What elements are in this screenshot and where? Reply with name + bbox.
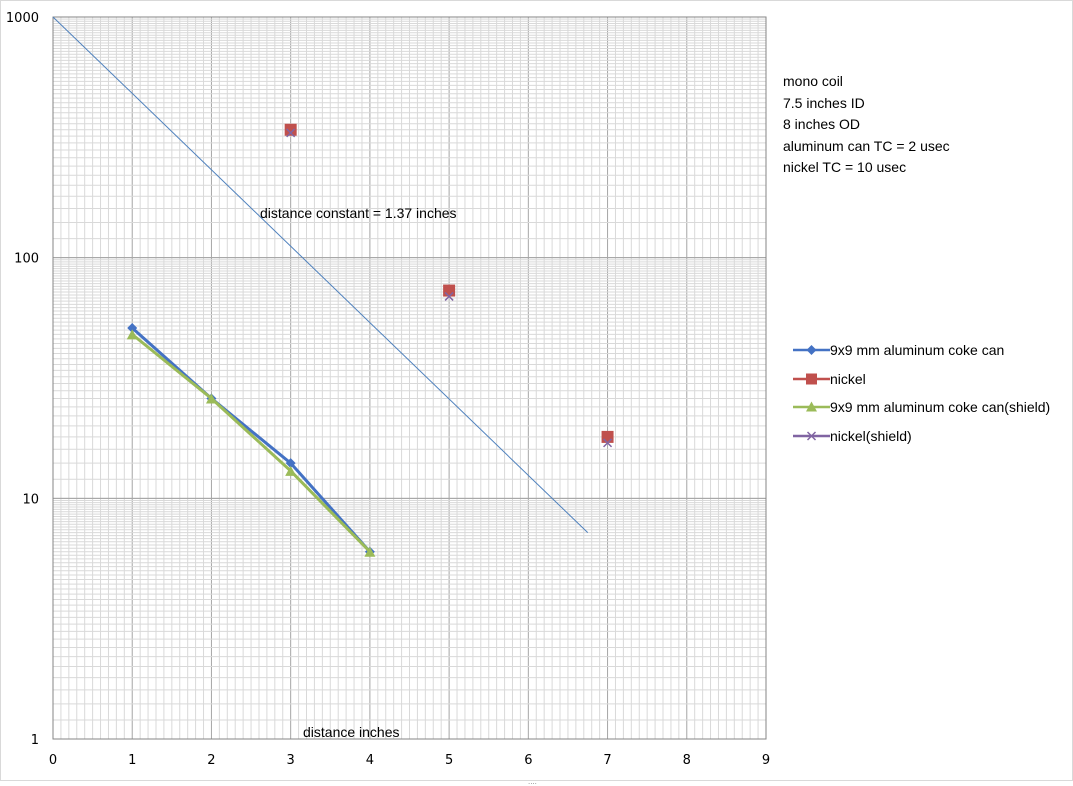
y-tick-label: 1	[31, 733, 39, 748]
series-3-point	[603, 438, 613, 448]
legend-item-nickel[interactable]: nickel	[793, 365, 1050, 394]
series-2-line	[131, 333, 371, 553]
note-line-5: aluminum can TC = 2 usec	[783, 137, 950, 154]
legend-swatch-aluminum	[793, 345, 830, 356]
legend-item-aluminum[interactable]: 9x9 mm aluminum coke can	[793, 336, 1050, 365]
series-1-point	[284, 123, 297, 136]
legend-swatch-nickel	[793, 373, 830, 385]
chart-legend[interactable]: 9x9 mm aluminum coke can nickel 9x9 mm a…	[793, 336, 1050, 450]
x-tick-label: 7	[603, 753, 611, 768]
series-3-point-stroke	[603, 438, 613, 448]
x-tick-label: 5	[445, 753, 453, 768]
x-tick-label: 8	[683, 753, 691, 768]
legend-label-nickel-shield: nickel(shield)	[830, 428, 912, 445]
series-1-point	[443, 284, 456, 297]
series-2-point	[285, 465, 297, 476]
note-line-1: mono coil	[783, 73, 843, 89]
chart-notes: mono coil 7.5 inches ID 8 inches OD alum…	[783, 71, 950, 179]
series-0-line	[131, 326, 372, 553]
note-line-2: 7.5 inches ID	[783, 94, 865, 111]
y-tick-label: 1000	[6, 11, 39, 26]
legend-swatch-aluminum-shield	[793, 401, 830, 412]
distance-constant-annotation: distance constant = 1.37 inches	[260, 205, 457, 221]
legend-label-aluminum-shield: 9x9 mm aluminum coke can(shield)	[830, 399, 1051, 416]
x-tick-label: 0	[49, 753, 57, 768]
series-3-point	[444, 291, 454, 301]
y-tick-label: 10	[22, 492, 39, 507]
series-3-point-stroke	[286, 128, 296, 138]
series-2-point	[364, 546, 376, 557]
resize-handle-icon[interactable]: ....	[528, 777, 537, 786]
series-2-point	[205, 393, 217, 404]
legend-label-nickel: nickel	[830, 370, 866, 387]
legend-item-aluminum-shield[interactable]: 9x9 mm aluminum coke can(shield)	[793, 393, 1050, 422]
x-tick-label: 4	[366, 753, 374, 768]
legend-label-aluminum: 9x9 mm aluminum coke can	[830, 342, 1005, 359]
x-axis-title: distance inches	[303, 724, 400, 740]
x-tick-label: 1	[128, 753, 136, 768]
trendline	[52, 16, 589, 534]
plot-border	[52, 16, 767, 740]
note-line-6: nickel TC = 10 usec	[783, 159, 907, 175]
x-tick-label: 2	[207, 753, 215, 768]
series-3-point-stroke	[444, 291, 454, 301]
legend-item-nickel-shield[interactable]: nickel(shield)	[793, 422, 1050, 451]
note-line-3: 8 inches OD	[783, 116, 861, 132]
series-0-point	[127, 323, 138, 334]
series-2-point	[126, 329, 138, 340]
series-1-point	[601, 430, 614, 443]
series-3-point	[286, 128, 296, 138]
series-0-point	[285, 458, 296, 469]
y-tick-label: 100	[14, 252, 39, 267]
legend-swatch-nickel-shield	[793, 431, 830, 441]
x-tick-label: 3	[287, 753, 295, 768]
x-tick-label: 6	[524, 753, 532, 768]
x-tick-label: 9	[762, 753, 770, 768]
